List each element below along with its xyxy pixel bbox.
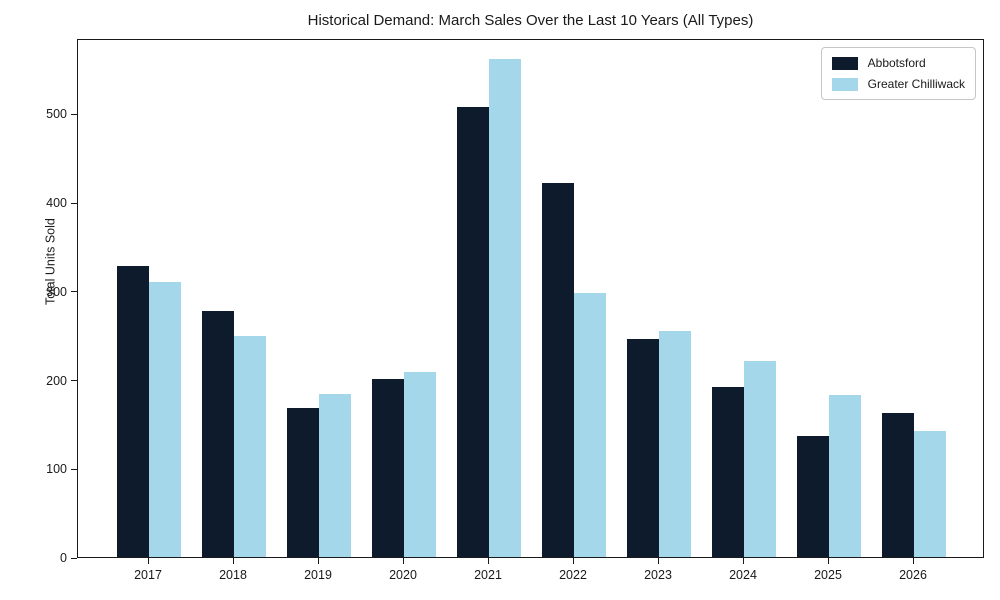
x-tick-mark-2022: [572, 558, 574, 564]
bar-abbotsford-2017: [117, 266, 149, 557]
bar-greater-chilliwack-2019: [319, 394, 351, 557]
y-tick-mark-300: [71, 291, 77, 293]
x-tick-mark-2023: [657, 558, 659, 564]
bar-greater-chilliwack-2018: [234, 336, 266, 557]
y-tick-label-200: 200: [46, 373, 67, 388]
x-tick-label-2022: 2022: [559, 568, 587, 582]
y-tick-label-500: 500: [46, 107, 67, 122]
y-tick-mark-400: [71, 202, 77, 204]
bar-greater-chilliwack-2024: [744, 361, 776, 557]
x-tick-label-2020: 2020: [389, 568, 417, 582]
bar-greater-chilliwack-2026: [914, 431, 946, 557]
y-tick-label-100: 100: [46, 462, 67, 477]
bar-greater-chilliwack-2017: [149, 282, 181, 557]
y-tick-mark-200: [71, 380, 77, 382]
x-tick-label-2025: 2025: [814, 568, 842, 582]
bar-greater-chilliwack-2021: [489, 59, 521, 557]
legend-swatch-icon: [831, 56, 858, 70]
x-tick-mark-2024: [742, 558, 744, 564]
bar-greater-chilliwack-2023: [659, 331, 691, 557]
y-tick-label-300: 300: [46, 284, 67, 299]
y-tick-mark-0: [71, 557, 77, 559]
y-tick-mark-500: [71, 113, 77, 115]
bar-abbotsford-2018: [202, 311, 234, 557]
bar-greater-chilliwack-2020: [404, 372, 436, 557]
x-tick-label-2018: 2018: [219, 568, 247, 582]
x-tick-mark-2021: [487, 558, 489, 564]
x-tick-mark-2026: [912, 558, 914, 564]
legend-entry-greater-chilliwack: Greater Chilliwack: [831, 77, 965, 91]
y-tick-label-400: 400: [46, 196, 67, 211]
y-tick-label-0: 0: [60, 551, 67, 565]
bar-abbotsford-2024: [712, 387, 744, 557]
chart-title: Historical Demand: March Sales Over the …: [307, 12, 754, 29]
x-tick-mark-2018: [232, 558, 234, 564]
x-tick-label-2024: 2024: [729, 568, 757, 582]
x-tick-label-2023: 2023: [644, 568, 672, 582]
plot-area: Abbotsford Greater Chilliwack: [77, 39, 984, 558]
bar-greater-chilliwack-2025: [829, 395, 861, 557]
legend-label: Greater Chilliwack: [867, 77, 965, 91]
x-tick-label-2021: 2021: [474, 568, 502, 582]
x-tick-mark-2017: [147, 558, 149, 564]
x-tick-mark-2025: [827, 558, 829, 564]
bar-abbotsford-2023: [627, 339, 659, 557]
y-tick-mark-100: [71, 468, 77, 470]
legend-swatch-icon: [831, 77, 858, 91]
x-tick-mark-2019: [317, 558, 319, 564]
bar-greater-chilliwack-2022: [574, 293, 606, 557]
x-tick-label-2026: 2026: [899, 568, 927, 582]
bar-abbotsford-2021: [457, 107, 489, 557]
legend-entry-abbotsford: Abbotsford: [831, 56, 965, 70]
bar-abbotsford-2026: [882, 413, 914, 557]
legend-label: Abbotsford: [867, 56, 926, 70]
legend: Abbotsford Greater Chilliwack: [820, 47, 976, 100]
bar-abbotsford-2020: [372, 379, 404, 557]
bar-abbotsford-2025: [797, 436, 829, 557]
bar-abbotsford-2022: [542, 183, 574, 557]
x-tick-mark-2020: [402, 558, 404, 564]
bar-abbotsford-2019: [287, 408, 319, 557]
x-tick-label-2019: 2019: [304, 568, 332, 582]
x-tick-label-2017: 2017: [134, 568, 162, 582]
